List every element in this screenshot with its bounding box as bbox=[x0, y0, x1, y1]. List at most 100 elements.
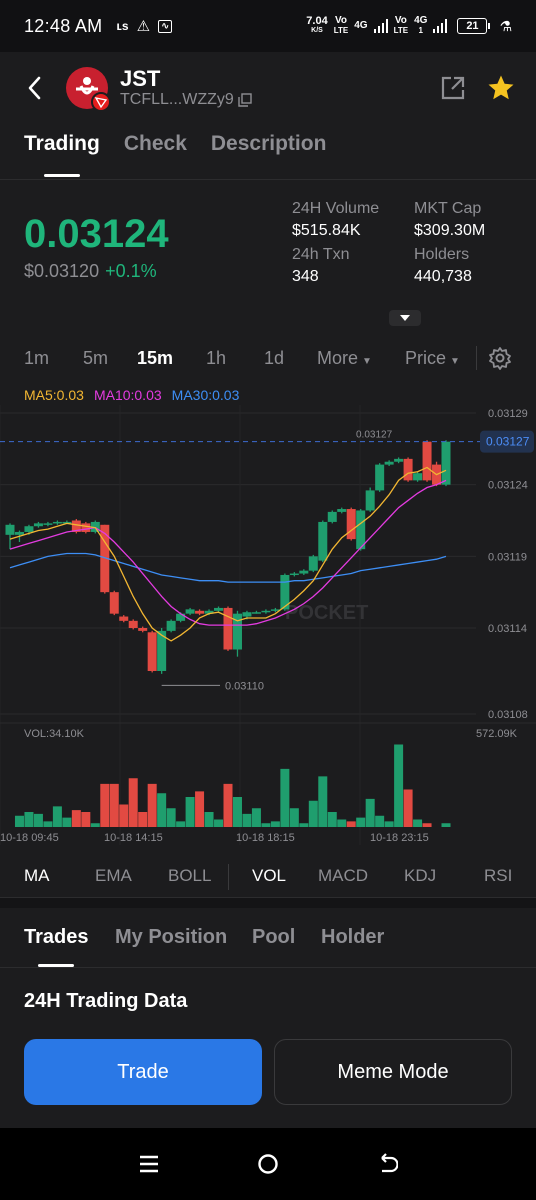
indicator-macd[interactable]: MACD bbox=[318, 865, 369, 885]
indicator-ma[interactable]: MA bbox=[24, 865, 50, 885]
volume-bar bbox=[43, 821, 53, 827]
candle-body bbox=[422, 441, 432, 481]
collapse-stats-button[interactable] bbox=[389, 310, 421, 326]
candle-body bbox=[138, 628, 148, 631]
indicator-boll[interactable]: BOLL bbox=[168, 865, 212, 885]
candle-body bbox=[214, 607, 224, 611]
app-header: JST TCFLL...WZZy9 bbox=[0, 52, 536, 124]
interval-15m[interactable]: 15m bbox=[137, 347, 174, 368]
indicator-vol[interactable]: VOL bbox=[252, 865, 287, 885]
tab-trading[interactable]: Trading bbox=[24, 124, 100, 179]
copy-icon[interactable] bbox=[238, 93, 252, 107]
section-title: 24H Trading Data bbox=[24, 990, 188, 1012]
volume-bar bbox=[176, 821, 186, 827]
tab-holder[interactable]: Holder bbox=[321, 926, 385, 948]
candle-body bbox=[394, 458, 404, 462]
home-icon[interactable] bbox=[257, 1153, 279, 1175]
main-tabs: Trading Check Description bbox=[0, 124, 536, 180]
price-chart[interactable]: POCKET 0.03129 0.03124 0.03119 0.03114 0.0310… bbox=[0, 405, 536, 850]
stat-volume: 24H Volume $515.84K bbox=[292, 200, 414, 240]
volume-bar bbox=[33, 813, 43, 827]
volume-bar bbox=[204, 812, 214, 827]
caret-down-icon bbox=[400, 315, 410, 321]
token-title-block: JST TCFLL...WZZy9 bbox=[120, 67, 252, 109]
volume-bar bbox=[62, 817, 72, 827]
tab-pool[interactable]: Pool bbox=[252, 926, 296, 948]
activity-icon: ∿ bbox=[158, 19, 173, 33]
gear-icon[interactable] bbox=[488, 346, 512, 370]
tab-check[interactable]: Check bbox=[123, 132, 187, 155]
candle-body bbox=[384, 461, 394, 465]
indicator-kdj[interactable]: KDJ bbox=[404, 865, 437, 885]
interval-5m[interactable]: 5m bbox=[83, 347, 109, 368]
net-speed-unit: K/S bbox=[311, 27, 323, 34]
volume-bar bbox=[157, 793, 167, 827]
volume-bar bbox=[166, 808, 176, 827]
candle-body bbox=[109, 592, 119, 614]
volume-bar bbox=[138, 812, 148, 827]
net-4g-label-2: 4G bbox=[414, 15, 428, 26]
current-price-box bbox=[480, 430, 534, 453]
candle-body bbox=[43, 523, 53, 525]
candle-body bbox=[318, 521, 328, 561]
tab-description[interactable]: Description bbox=[210, 132, 327, 155]
interval-divider bbox=[476, 346, 477, 370]
volume-bar bbox=[346, 821, 356, 827]
tab-trades[interactable]: Trades bbox=[24, 926, 89, 948]
recent-apps-icon[interactable] bbox=[138, 1153, 160, 1175]
more-intervals-dropdown[interactable]: More ▼ bbox=[317, 348, 372, 369]
status-right-icons: 7.04 K/S Vo LTE 4G Vo LTE 4G 1 21 ⚗ bbox=[306, 16, 512, 36]
share-external-icon[interactable] bbox=[440, 75, 466, 101]
ma10-line bbox=[9, 479, 447, 626]
header-actions bbox=[440, 73, 516, 103]
chevron-left-icon bbox=[28, 76, 41, 100]
net-speed: 7.04 K/S bbox=[306, 16, 327, 36]
network-4g-2: 4G 1 bbox=[414, 16, 427, 36]
indicator-rsi[interactable]: RSI bbox=[484, 865, 513, 885]
token-address-row[interactable]: TCFLL...WZZy9 bbox=[120, 91, 252, 109]
price-mode-dropdown[interactable]: Price ▼ bbox=[405, 348, 460, 369]
battery-icon: 21 bbox=[457, 18, 491, 34]
volume-bar bbox=[261, 823, 271, 827]
interval-1m[interactable]: 1m bbox=[24, 347, 50, 368]
action-row: Trade Meme Mode bbox=[24, 1039, 512, 1105]
candle-body bbox=[242, 612, 252, 617]
meme-mode-button[interactable]: Meme Mode bbox=[274, 1039, 512, 1105]
favorite-star-icon[interactable] bbox=[486, 73, 516, 103]
volume-bar bbox=[242, 813, 252, 827]
candle-body bbox=[100, 524, 110, 593]
token-name: JST bbox=[120, 66, 161, 91]
volume-bar bbox=[403, 789, 413, 827]
back-button[interactable] bbox=[22, 76, 46, 100]
interval-1h[interactable]: 1h bbox=[206, 347, 227, 368]
high-price-label: 0.03127 bbox=[356, 429, 393, 440]
network-4g-1: 4G bbox=[354, 21, 367, 31]
volte-indicator-2: Vo LTE bbox=[394, 16, 409, 36]
volume-bar bbox=[214, 819, 224, 827]
battery-level: 21 bbox=[466, 20, 479, 32]
interval-1d[interactable]: 1d bbox=[264, 347, 285, 368]
candle-body bbox=[403, 458, 413, 481]
volume-bar bbox=[81, 812, 91, 827]
ma5-legend: MA5:0.03 bbox=[24, 387, 84, 403]
candle-body bbox=[280, 574, 290, 610]
volume-bar bbox=[308, 800, 318, 827]
low-price-label: 0.03110 bbox=[225, 680, 264, 692]
flask-icon: ⚗ bbox=[499, 17, 512, 34]
candle-body bbox=[71, 520, 81, 532]
candle-body bbox=[147, 632, 157, 671]
ma5-line bbox=[9, 466, 447, 642]
volume-bar bbox=[375, 815, 385, 827]
app-notification-icon: ʟs bbox=[116, 19, 129, 33]
current-price-label: 0.03127 bbox=[486, 435, 530, 449]
price-change: +0.1% bbox=[105, 261, 157, 281]
indicator-ema[interactable]: EMA bbox=[95, 865, 132, 885]
back-nav-icon[interactable] bbox=[376, 1153, 398, 1175]
tab-my-position[interactable]: My Position bbox=[115, 926, 228, 948]
y-tick-label: 0.03108 bbox=[488, 709, 528, 721]
volume-bar bbox=[109, 783, 119, 827]
candlestick-chart[interactable]: POCKET 0.03129 0.03124 0.03119 0.03114 0.0310… bbox=[0, 405, 536, 850]
trade-button[interactable]: Trade bbox=[24, 1039, 262, 1105]
volume-bar bbox=[147, 783, 157, 827]
volte-top-2: Vo bbox=[394, 15, 407, 26]
